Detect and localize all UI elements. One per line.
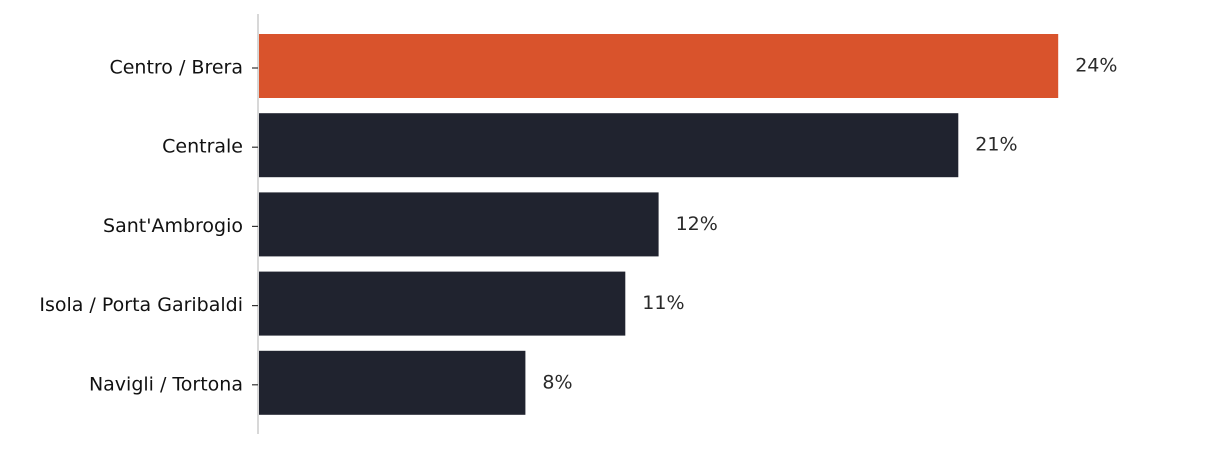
category-label: Navigli / Tortona: [89, 373, 243, 395]
category-label: Centrale: [162, 136, 243, 158]
value-label: 21%: [975, 134, 1017, 156]
value-label: 12%: [676, 213, 718, 235]
bar: [259, 271, 626, 336]
bars-group: [259, 34, 1059, 415]
category-label: Centro / Brera: [109, 57, 243, 79]
bar: [259, 350, 526, 415]
value-labels-group: 24% 21% 12% 11% 8%: [542, 55, 1117, 394]
bar: [259, 34, 1059, 98]
category-label: Sant'Ambrogio: [103, 215, 243, 237]
ticks-group: [252, 67, 258, 386]
category-label: Isola / Porta Garibaldi: [39, 294, 243, 316]
value-label: 8%: [542, 371, 572, 393]
value-label: 11%: [642, 292, 684, 314]
value-label: 24%: [1075, 55, 1117, 77]
bar: [259, 113, 959, 178]
bar: [259, 192, 659, 257]
category-labels-group: Centro / Brera Centrale Sant'Ambrogio Isola…: [39, 57, 243, 396]
